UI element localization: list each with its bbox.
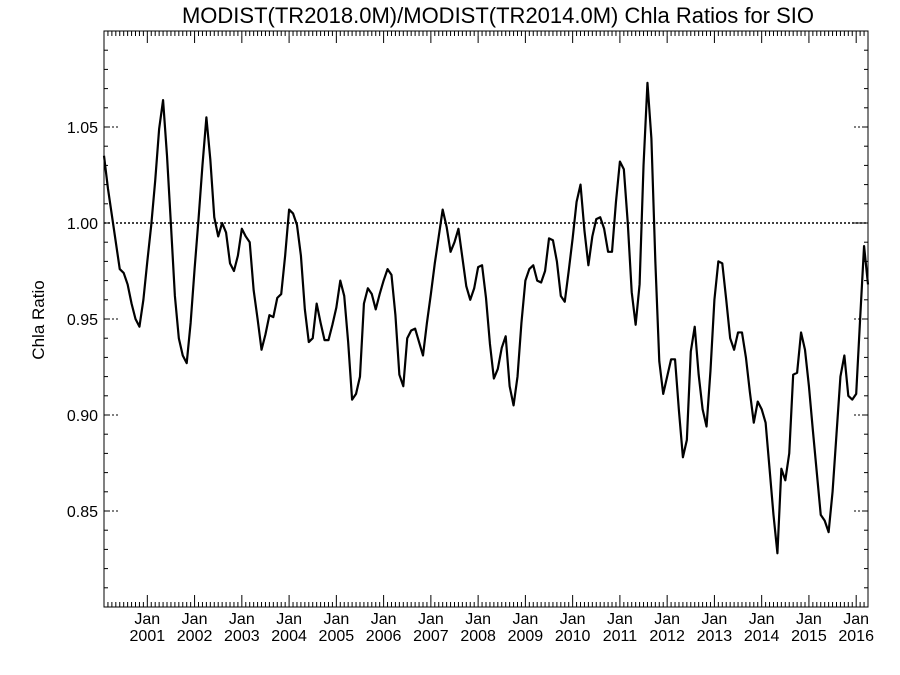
y-tick-label: 1.00 [67, 216, 98, 233]
y-axis-label: Chla Ratio [29, 280, 48, 359]
x-tick-label-year: 2006 [366, 628, 402, 645]
x-tick-label-month: Jan [607, 611, 633, 628]
x-tick-label-month: Jan [134, 611, 160, 628]
x-tick-label-year: 2007 [413, 628, 449, 645]
x-tick-label-month: Jan [512, 611, 538, 628]
x-tick-label-year: 2008 [460, 628, 496, 645]
x-tick-label-month: Jan [465, 611, 491, 628]
y-tick-label: 0.90 [67, 408, 98, 425]
x-tick-label-month: Jan [182, 611, 208, 628]
x-tick-label-month: Jan [654, 611, 680, 628]
x-tick-label-year: 2009 [508, 628, 544, 645]
x-tick-label-year: 2013 [697, 628, 733, 645]
x-tick-label-month: Jan [749, 611, 775, 628]
y-tick-label: 0.95 [67, 312, 98, 329]
x-tick-label-year: 2002 [177, 628, 213, 645]
series-line [102, 81, 870, 555]
x-tick-label-year: 2005 [319, 628, 355, 645]
x-tick-label-year: 2011 [603, 628, 638, 645]
x-tick-label-month: Jan [229, 611, 255, 628]
x-tick-label-year: 2004 [271, 628, 307, 645]
x-tick-label-year: 2016 [838, 628, 874, 645]
chart-title: MODIST(TR2018.0M)/MODIST(TR2014.0M) Chla… [182, 3, 814, 28]
x-tick-label-year: 2015 [791, 628, 827, 645]
x-tick-label-month: Jan [276, 611, 302, 628]
x-tick-label-month: Jan [418, 611, 444, 628]
x-tick-label-month: Jan [796, 611, 822, 628]
plot-frame [103, 30, 869, 608]
x-tick-label-year: 2014 [744, 628, 780, 645]
plot-marks [102, 81, 870, 555]
x-tick-label-year: 2010 [555, 628, 591, 645]
x-tick-label-month: Jan [702, 611, 728, 628]
x-tick-label-year: 2003 [224, 628, 260, 645]
x-tick-label-year: 2012 [649, 628, 685, 645]
y-tick-label: 1.05 [67, 120, 98, 137]
x-tick-label-month: Jan [843, 611, 869, 628]
x-tick-label-month: Jan [323, 611, 349, 628]
x-tick-label-month: Jan [560, 611, 586, 628]
plot-axes: Jan2001Jan2002Jan2003Jan2004Jan2005Jan20… [67, 30, 874, 645]
x-tick-label-month: Jan [371, 611, 397, 628]
y-tick-label: 0.85 [67, 504, 98, 521]
x-tick-label-year: 2001 [130, 628, 166, 645]
